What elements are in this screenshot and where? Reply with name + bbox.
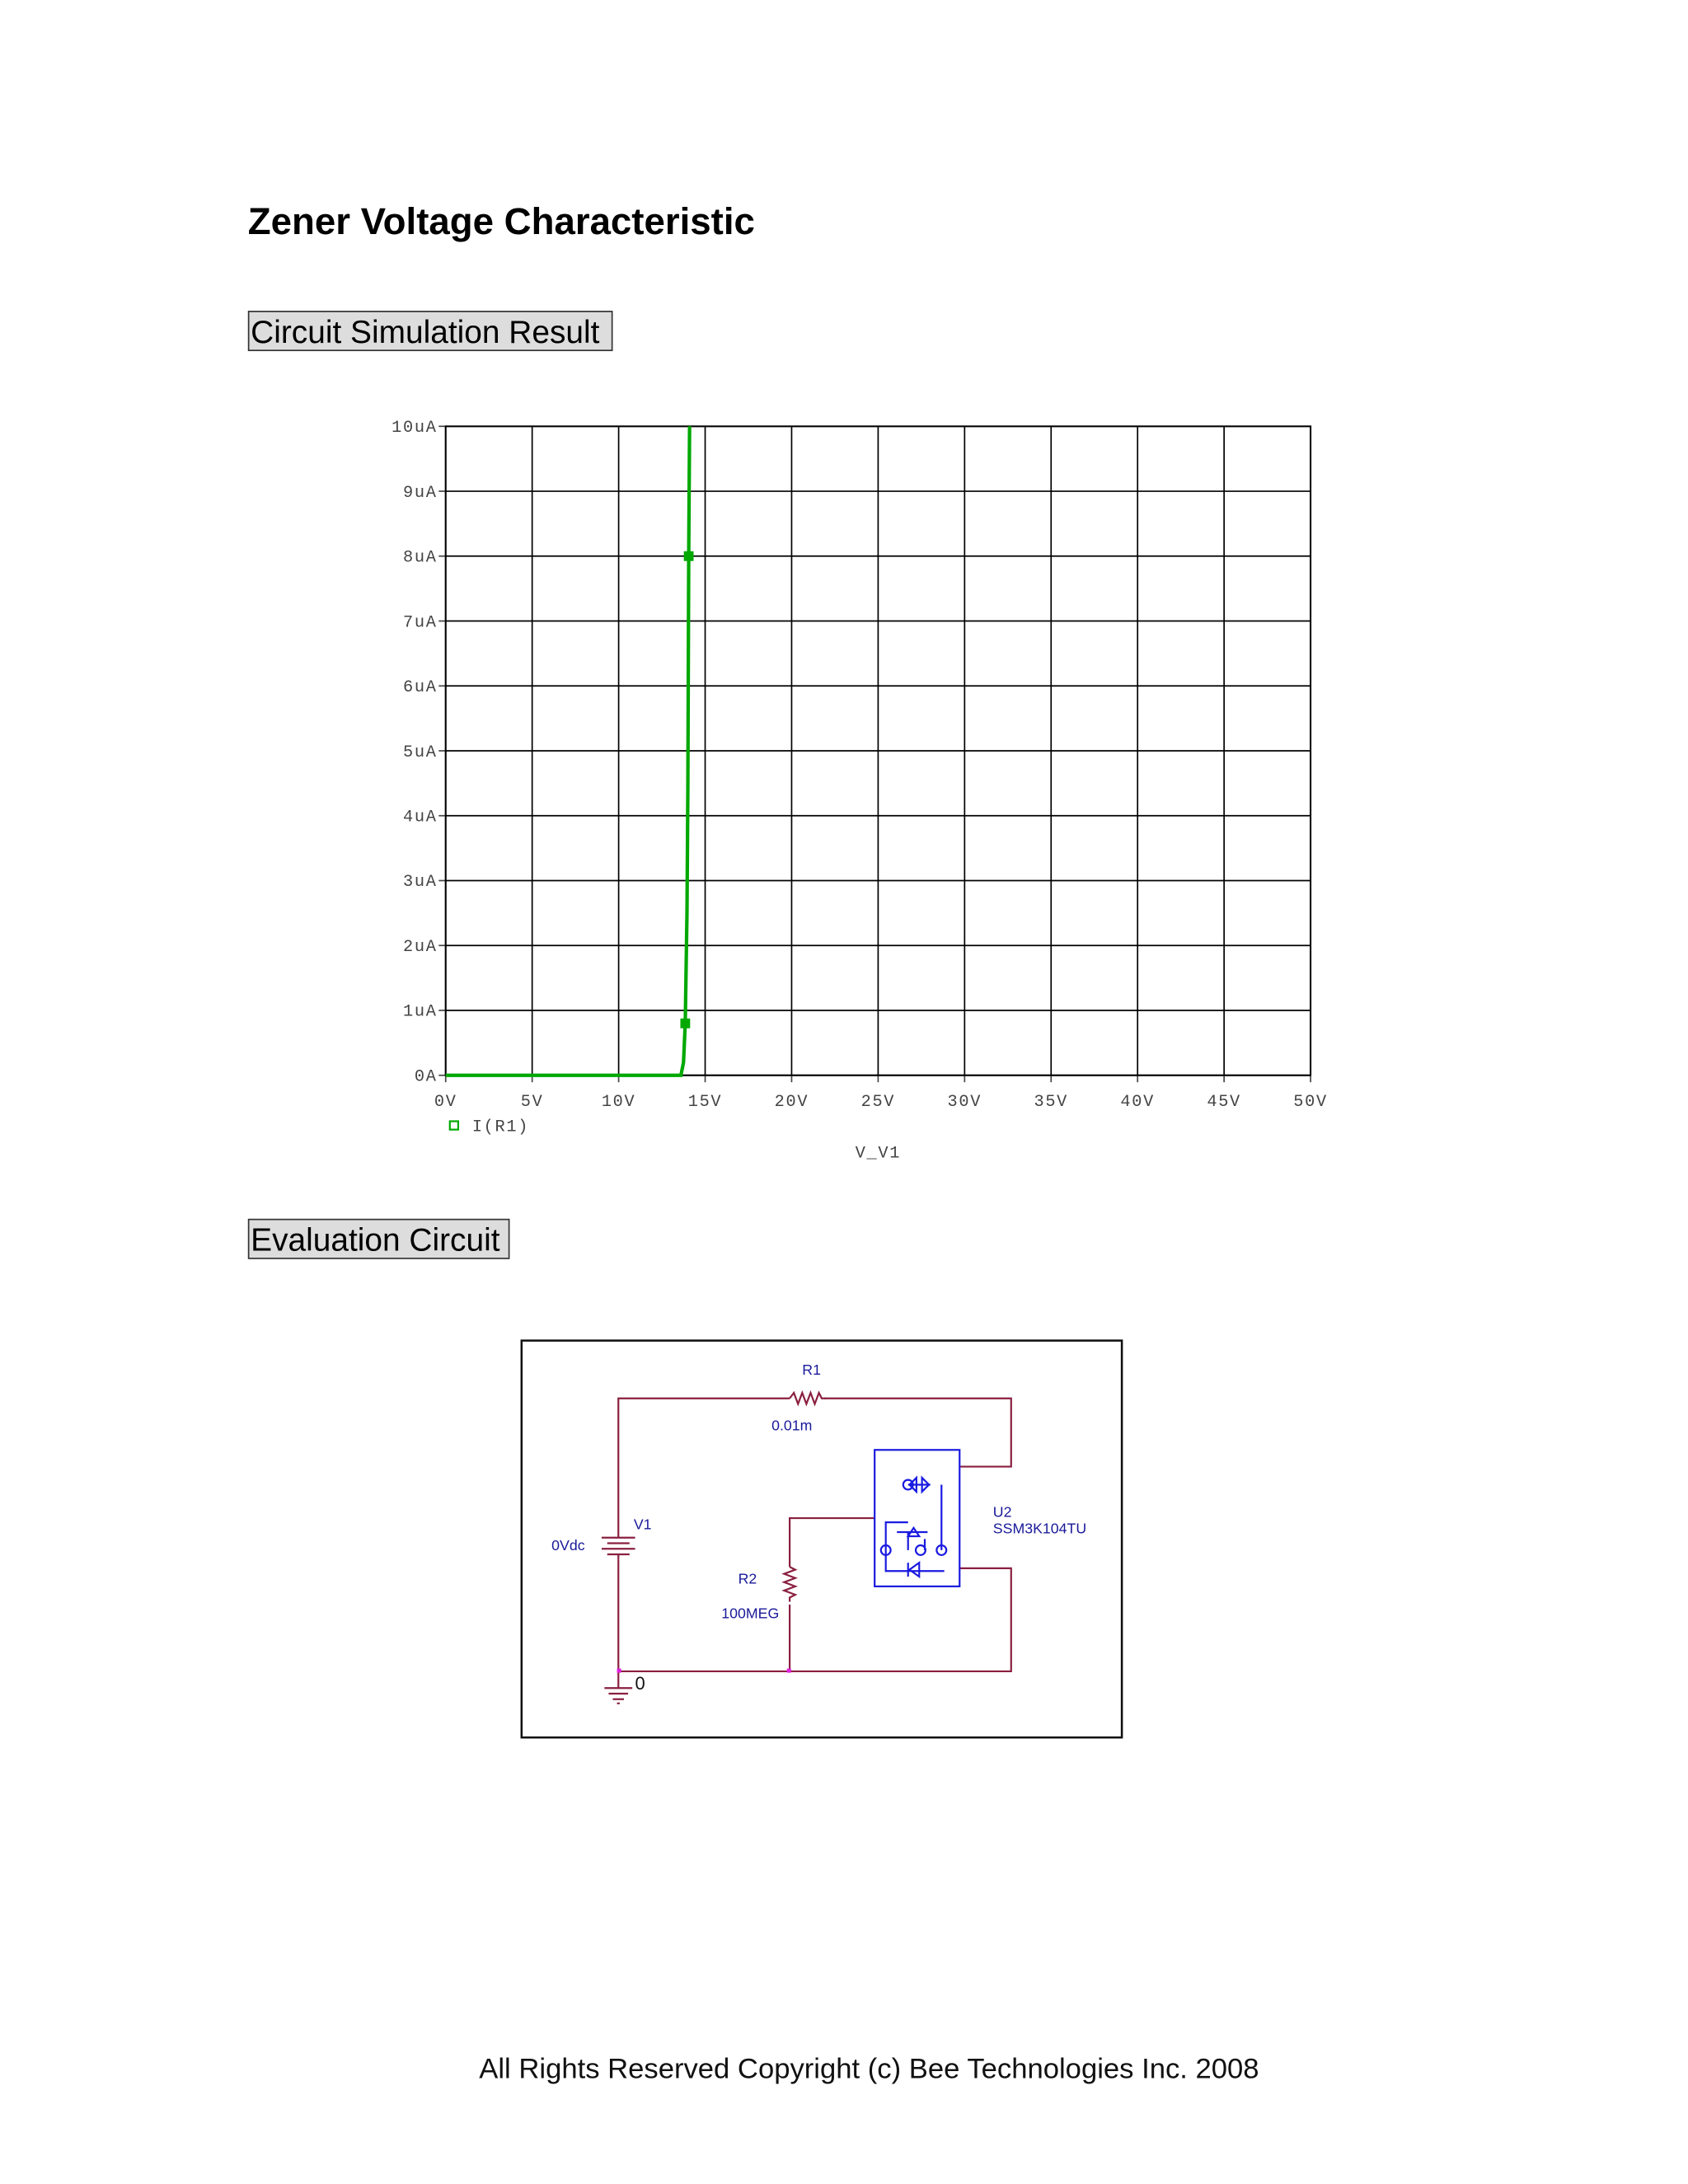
y-tick-label: 8uA <box>403 549 438 568</box>
component-ref: R2 <box>738 1570 757 1586</box>
y-tick-label: 4uA <box>403 808 438 827</box>
y-tick-label: 5uA <box>403 743 438 762</box>
pin <box>935 1544 948 1556</box>
section-box <box>247 311 613 352</box>
legend-marker <box>448 1120 460 1131</box>
x-tick-label: 45V <box>1207 1093 1241 1112</box>
mosfet-symbol <box>884 1475 945 1579</box>
section-heading: Circuit Simulation Result <box>251 315 599 350</box>
component-value: 0Vdc <box>551 1537 585 1554</box>
ground-label: 0 <box>635 1673 645 1694</box>
device-box <box>874 1449 961 1587</box>
x-tick-label: 50V <box>1293 1093 1328 1112</box>
y-tick-label: 9uA <box>403 484 438 503</box>
component-value: SSM3K104TU <box>993 1521 1086 1537</box>
series-marker <box>680 1018 691 1029</box>
pin <box>879 1544 892 1556</box>
component-value: 0.01m <box>771 1418 812 1434</box>
footer: All Rights Reserved Copyright (c) Bee Te… <box>479 2053 1259 2084</box>
x-tick-label: 5V <box>521 1093 544 1112</box>
page-title: Zener Voltage Characteristic <box>248 200 755 242</box>
x-tick-label: 40V <box>1120 1093 1155 1112</box>
component-value: 100MEG <box>721 1605 779 1622</box>
schematic: R1 0.01m R2 100MEG V1 0Vdc U2 SSM3K104TU… <box>520 1339 1123 1739</box>
resistor <box>789 1390 827 1407</box>
x-tick-label: 15V <box>688 1093 723 1112</box>
ground <box>604 1671 633 1704</box>
pin <box>914 1544 926 1556</box>
y-tick-label: 1uA <box>403 1003 438 1022</box>
x-tick-label: 25V <box>861 1093 896 1112</box>
y-tick-label: 7uA <box>403 613 438 632</box>
chart: 0A 1uA 2uA 3uA 4uA 5uA 6uA 7uA 8uA 9uA 10uA 0V 5V 10V… <box>392 419 1328 1163</box>
component-ref: U2 <box>993 1503 1012 1520</box>
x-axis-label: V_V1 <box>856 1144 901 1163</box>
y-tick-label: 0A <box>415 1067 438 1086</box>
y-tick-label: 3uA <box>403 873 438 892</box>
wire <box>617 1397 1012 1673</box>
y-tick-label: 6uA <box>403 678 438 697</box>
x-tick-label: 20V <box>775 1093 809 1112</box>
series-marker <box>683 551 694 561</box>
section-heading: Evaluation Circuit <box>251 1223 500 1258</box>
x-tick-label: 35V <box>1034 1093 1068 1112</box>
component-ref: R1 <box>802 1361 821 1378</box>
y-tick-label: 10uA <box>392 419 437 438</box>
component-ref: V1 <box>634 1516 652 1533</box>
pin <box>902 1479 914 1491</box>
node <box>617 1668 621 1673</box>
series-line <box>445 426 692 1077</box>
plot-frame <box>444 425 1312 1076</box>
resistor <box>781 1566 798 1602</box>
legend-label: I(R1) <box>472 1118 529 1137</box>
x-tick-label: 30V <box>948 1093 982 1112</box>
x-tick-label: 0V <box>434 1093 457 1112</box>
section-box <box>247 1218 510 1259</box>
schematic-frame <box>520 1339 1123 1739</box>
y-tick-label: 2uA <box>403 938 438 957</box>
battery <box>601 1531 635 1560</box>
node <box>786 1668 791 1673</box>
x-tick-label: 10V <box>602 1093 636 1112</box>
